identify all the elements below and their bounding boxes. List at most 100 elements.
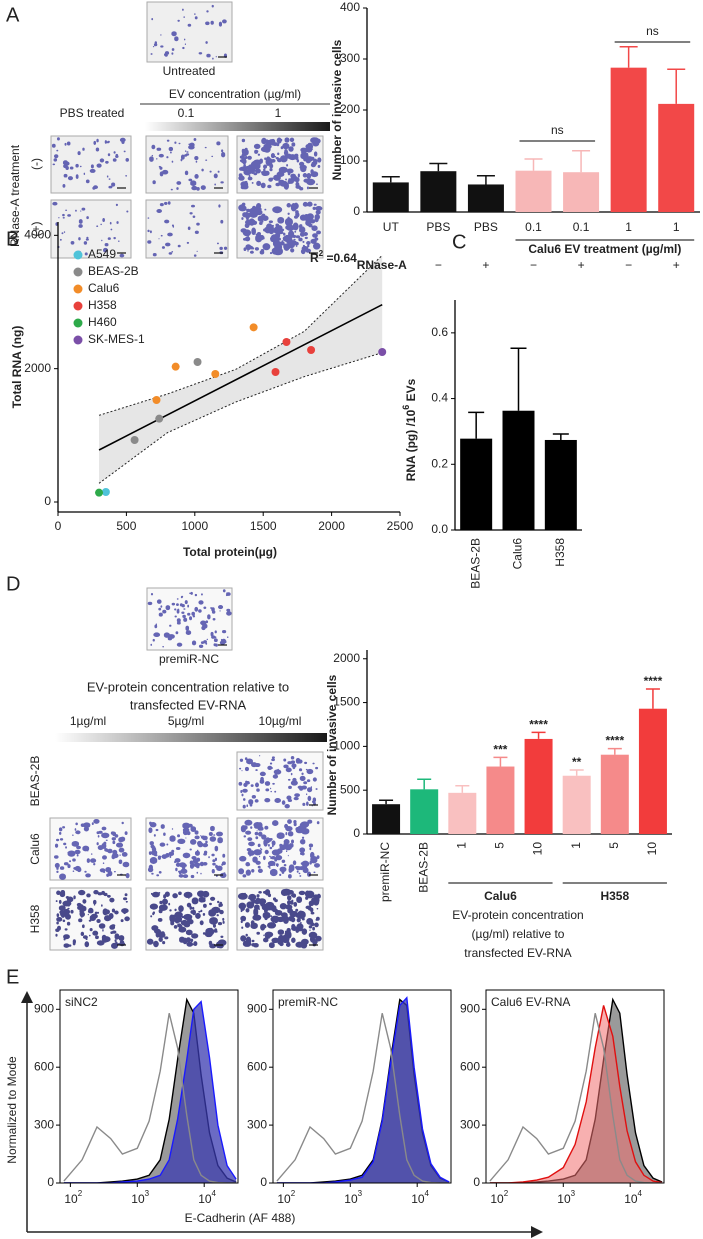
image-label: Calu6 [28,833,42,865]
cells [238,755,319,809]
image-label: (+) [29,221,43,236]
cells [147,589,232,649]
y-tick-label: 0.6 [431,325,448,339]
bar [544,439,577,530]
cells [149,137,226,191]
significance-label: ** [572,755,582,769]
bar [410,789,439,834]
x-tick-exponent: 4 [638,1189,643,1198]
x-tick-label: 10 [645,842,659,856]
image-label: Untreated [163,64,216,78]
x-tick-label: 500 [116,519,136,533]
y-tick-label: 900 [460,1001,480,1015]
micrograph [145,199,229,259]
x-tick-label: Calu6 [511,538,525,570]
plot-area [63,997,237,1183]
panel-label: C [452,231,466,253]
histogram-line [276,996,450,1183]
y-tick-label: 2000 [333,651,360,665]
x-tick-label: 1 [454,842,468,849]
bar [448,792,477,834]
micrograph [145,135,229,194]
y-axis-label: Number of invasive cells [330,39,344,180]
y-tick-label: 0.2 [431,456,448,470]
x-tick-label: PBS [426,220,450,234]
x-tick-label: 10 [531,842,545,856]
cells [146,890,227,949]
y-tick-label: 0 [473,1175,480,1189]
x-tick-label: 1 [569,842,583,849]
point [101,488,110,496]
x-tick-label: 103 [557,1189,575,1206]
bar [515,170,552,212]
legend-marker [73,284,83,294]
y-tick-label: 4000 [24,228,51,242]
bar [658,103,695,212]
x-tick-base: 10 [64,1192,78,1206]
point [307,346,316,354]
x-tick-label: 1 [673,220,680,234]
x-tick-exponent: 2 [504,1189,509,1198]
x-tick-label: 1 [625,220,632,234]
cells [238,819,320,879]
point [282,338,291,346]
row-sign: + [673,258,680,272]
x-tick-exponent: 3 [358,1189,363,1198]
significance-label: *** [493,743,507,757]
x-tick-label: BEAS-2B [468,538,482,589]
y-tick-label: 100 [340,153,360,167]
x-tick-label: 5 [493,842,507,849]
bar [638,708,667,834]
y-tick-label: 1000 [333,739,360,753]
row-sign: + [482,258,489,272]
y-tick-label: 0 [353,204,360,218]
image-label: H358 [28,904,42,933]
x-tick-base: 10 [411,1192,425,1206]
bar [420,171,457,212]
bar [563,172,600,212]
legend-marker [73,318,83,328]
significance-label: **** [605,734,624,748]
legend-marker [73,335,83,345]
y-tick-label: 0 [353,826,360,840]
y-axis-label-sup: 6 [401,405,411,410]
row-sign: − [625,258,632,272]
error-bar [645,688,660,709]
histogram-line [63,1013,237,1183]
x-tick-label: 103 [344,1189,362,1206]
bar [486,766,515,834]
legend-marker [73,267,83,277]
significance-label: **** [529,718,548,732]
fit-line [98,303,383,451]
bar [502,410,535,530]
error-bar [531,731,546,739]
x-tick-exponent: 3 [145,1189,150,1198]
x-tick-label: 0 [55,519,62,533]
histogram-line [276,1013,450,1183]
x-tick-base: 10 [344,1192,358,1206]
x-tick-base: 10 [624,1192,638,1206]
confidence-band [99,255,383,484]
y-tick-label: 0 [260,1175,267,1189]
image-label: 10µg/ml [259,714,302,728]
error-bar [493,756,508,767]
bar [600,754,629,834]
legend-label: BEAS-2B [88,264,139,278]
cells [147,821,227,879]
y-tick-label: 600 [34,1059,54,1073]
group-label: Calu6 EV treatment (µg/ml) [528,242,681,256]
y-axis-label: Total RNA (ng) [10,326,24,409]
image-label: PBS treated [60,106,125,120]
error-bar [417,778,432,790]
x-tick-label: 1000 [181,519,208,533]
image-label: RNase-A treatment [8,144,22,247]
point [249,323,258,332]
significance-label: ns [551,123,564,137]
annotation-sup: 2 [319,249,324,258]
cells [147,201,228,257]
x-tick-base: 10 [198,1192,212,1206]
legend-label: A549 [88,247,116,261]
legend-label: H358 [88,298,117,312]
error-bar [455,785,470,793]
y-axis-label-text: RNA (pg) /10 [404,409,418,481]
